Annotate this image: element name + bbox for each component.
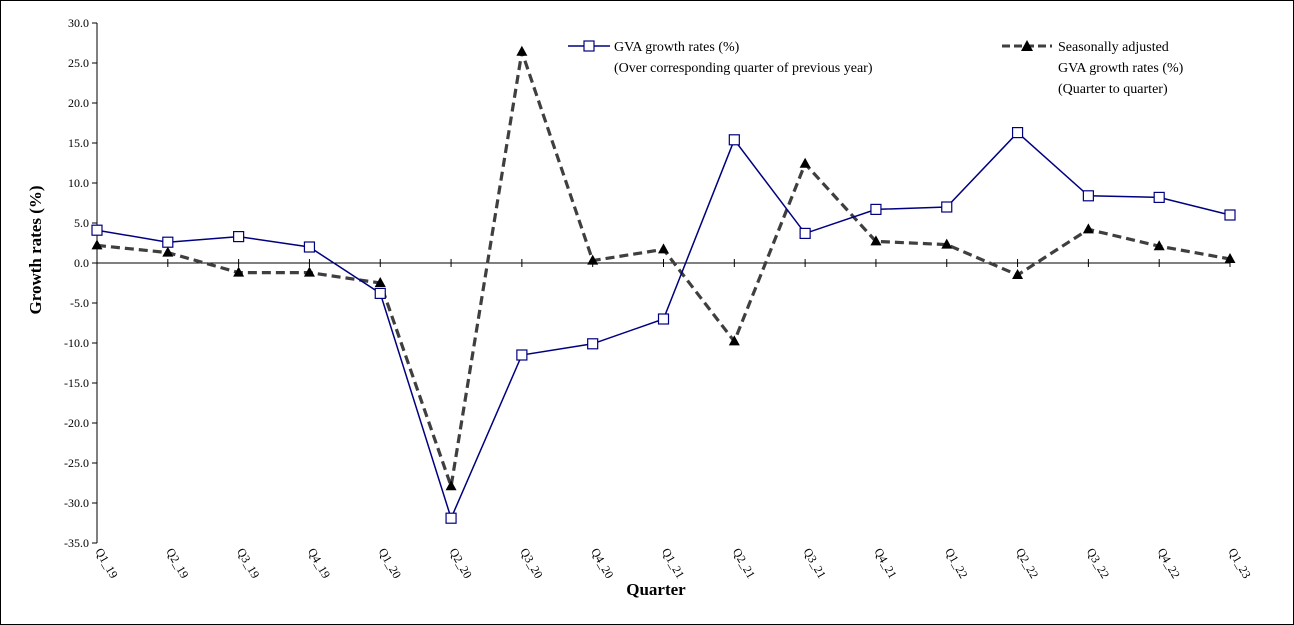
series-line-gva-growth [96, 131, 1231, 521]
x-tick-label: Q1_20 [376, 546, 404, 581]
x-tick-label: Q3_22 [1084, 546, 1112, 581]
point-seasonally-adjusted [1082, 223, 1094, 234]
point-gva-growth [1082, 190, 1094, 202]
point-gva-growth [870, 203, 882, 215]
y-tick-label: 25.0 [68, 56, 89, 70]
legend-item-gva: GVA growth rates (%) (Over corresponding… [568, 40, 873, 76]
legend-label-sa-line2: GVA growth rates (%) [1058, 61, 1184, 76]
point-gva-growth [1224, 209, 1236, 221]
legend-item-seasonally-adjusted: Seasonally adjusted GVA growth rates (%)… [1002, 40, 1184, 97]
legend-label-gva: GVA growth rates (%) [614, 40, 740, 55]
x-axis: Q1_19 Q2_19 Q3_19 Q4_19 Q1_20 Q2_20 Q3_20 Q4_20… [92, 259, 1254, 581]
y-tick-label: 15.0 [68, 136, 89, 150]
y-tick-label: -30.0 [64, 496, 89, 510]
y-tick-label: -10.0 [64, 336, 89, 350]
x-tick-label: Q3_19 [234, 546, 262, 581]
y-tick-label: -15.0 [64, 376, 89, 390]
legend-label-gva-line2: (Over corresponding quarter of previous … [614, 61, 873, 76]
x-tick-label: Q2_22 [1013, 546, 1041, 581]
series-line-seasonally-adjusted [96, 51, 1231, 487]
y-tick-label: -5.0 [70, 296, 89, 310]
y-tick-label: -35.0 [64, 536, 89, 550]
point-seasonally-adjusted [233, 266, 245, 277]
point-gva-growth [516, 349, 528, 361]
point-seasonally-adjusted [870, 235, 882, 246]
y-tick-label: 0.0 [74, 256, 89, 270]
legend: GVA growth rates (%) (Over corresponding… [568, 40, 1184, 97]
point-gva-growth [162, 236, 174, 248]
point-gva-growth [233, 231, 245, 243]
point-seasonally-adjusted [658, 243, 669, 254]
x-tick-label: Q2_21 [730, 546, 758, 581]
point-seasonally-adjusted [445, 480, 457, 491]
point-gva-growth [728, 134, 740, 146]
point-gva-growth [303, 241, 316, 253]
point-seasonally-adjusted [587, 254, 599, 265]
x-tick-label: Q2_20 [446, 546, 474, 581]
y-tick-label: 5.0 [74, 216, 89, 230]
point-seasonally-adjusted [303, 266, 315, 277]
legend-label-sa: Seasonally adjusted [1058, 40, 1169, 55]
y-axis-title: Growth rates (%) [26, 185, 45, 314]
point-gva-growth [1153, 191, 1165, 203]
series-seasonally-adjusted [91, 45, 1236, 491]
x-tick-label: Q1_22 [942, 546, 970, 581]
point-seasonally-adjusted [1012, 269, 1024, 279]
x-tick-label: Q1_19 [92, 546, 120, 581]
series-group [91, 45, 1236, 524]
y-axis: 30.0 25.0 20.0 15.0 10.0 5.0 0.0 -5.0 -10.0 -15.0… [64, 16, 98, 550]
x-tick-label: Q4_21 [871, 546, 899, 581]
legend-label-sa-line3: (Quarter to quarter) [1058, 82, 1168, 97]
y-tick-label: -25.0 [64, 456, 89, 470]
x-tick-label: Q4_19 [305, 546, 333, 581]
legend-swatch-sa-marker [1021, 40, 1033, 51]
point-gva-growth [445, 512, 457, 524]
series-gva-growth [91, 126, 1236, 524]
y-tick-label: -20.0 [64, 416, 89, 430]
x-tick-label: Q4_20 [588, 546, 616, 581]
point-seasonally-adjusted [162, 246, 174, 257]
point-gva-growth [799, 227, 811, 239]
legend-swatch-gva-marker [583, 40, 595, 52]
y-tick-label: 10.0 [68, 176, 89, 190]
point-gva-growth [587, 338, 599, 350]
x-tick-label: Q1_23 [1225, 546, 1253, 581]
point-gva-growth [374, 287, 386, 299]
point-seasonally-adjusted [516, 45, 528, 56]
point-seasonally-adjusted [374, 277, 386, 287]
x-tick-label: Q3_21 [801, 546, 829, 581]
point-gva-growth [91, 224, 103, 236]
x-tick-label: Q3_20 [517, 546, 545, 581]
x-tick-label: Q2_19 [163, 546, 191, 581]
point-seasonally-adjusted [91, 239, 103, 250]
point-gva-growth [941, 201, 953, 213]
point-seasonally-adjusted [941, 238, 953, 249]
point-gva-growth [657, 313, 670, 325]
x-axis-title: Quarter [626, 580, 686, 599]
y-tick-label: 20.0 [68, 96, 89, 110]
y-tick-label: 30.0 [68, 16, 89, 30]
point-seasonally-adjusted [728, 335, 740, 346]
point-seasonally-adjusted [799, 157, 811, 168]
point-gva-growth [1011, 126, 1024, 139]
x-tick-label: Q1_21 [659, 546, 687, 581]
x-tick-label: Q4_22 [1155, 546, 1183, 581]
point-seasonally-adjusted [1153, 240, 1165, 251]
point-seasonally-adjusted [1224, 253, 1236, 263]
